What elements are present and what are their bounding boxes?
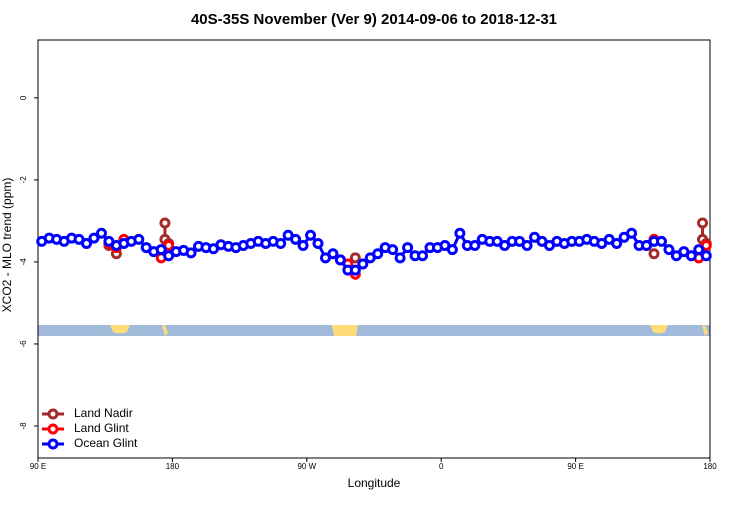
data-point — [334, 254, 346, 266]
chart-title: 40S-35S November (Ver 9) 2014-09-06 to 2… — [191, 11, 557, 28]
data-point — [185, 247, 197, 259]
y-tick-label: -2 — [19, 176, 28, 184]
x-tick-label: 180 — [166, 462, 180, 471]
data-point — [305, 229, 317, 241]
legend-marker — [47, 438, 59, 450]
legend-label: Land Glint — [74, 421, 129, 435]
y-tick-label: -8 — [19, 422, 28, 430]
data-point — [693, 244, 705, 256]
x-tick-label: 90 E — [30, 462, 46, 471]
data-point — [446, 244, 458, 256]
data-point — [700, 250, 712, 262]
data-point — [655, 235, 667, 247]
x-tick-label: 180 — [703, 462, 717, 471]
land-strip — [38, 325, 710, 336]
legend-label: Ocean Glint — [74, 436, 138, 450]
x-tick-label: 90 W — [297, 462, 316, 471]
legend-marker — [47, 423, 59, 435]
data-point — [81, 237, 93, 249]
legend-marker — [47, 408, 59, 420]
data-point — [394, 252, 406, 264]
data-point — [357, 258, 369, 270]
legend-label: Land Nadir — [74, 406, 133, 420]
data-point — [88, 232, 100, 244]
plot-frame — [37, 39, 711, 459]
x-axis-label: Longitude — [348, 476, 401, 490]
data-point — [297, 240, 309, 252]
data-point — [611, 237, 623, 249]
data-point — [327, 248, 339, 260]
data-point — [290, 233, 302, 245]
data-point — [159, 217, 171, 229]
data-point — [155, 244, 167, 256]
data-point — [454, 227, 466, 239]
data-point — [626, 227, 638, 239]
data-point — [372, 248, 384, 260]
data-point — [663, 244, 675, 256]
data-point — [417, 250, 429, 262]
data-point — [349, 264, 361, 276]
data-point — [387, 244, 399, 256]
data-point — [402, 242, 414, 254]
data-point — [521, 240, 533, 252]
data-point — [95, 227, 107, 239]
y-tick-label: -6 — [19, 340, 28, 348]
x-tick-label: 90 E — [567, 462, 583, 471]
data-point — [685, 250, 697, 262]
data-point — [697, 217, 709, 229]
data-point — [133, 233, 145, 245]
data-point — [648, 248, 660, 260]
data-point — [312, 237, 324, 249]
data-point — [469, 240, 481, 252]
data-point — [275, 237, 287, 249]
data-point — [349, 252, 361, 264]
y-tick-label: -4 — [19, 258, 28, 266]
y-axis-label: XCO2 - MLO trend (ppm) — [0, 178, 14, 313]
x-tick-label: 0 — [439, 462, 444, 471]
y-tick-label: 0 — [19, 95, 28, 100]
